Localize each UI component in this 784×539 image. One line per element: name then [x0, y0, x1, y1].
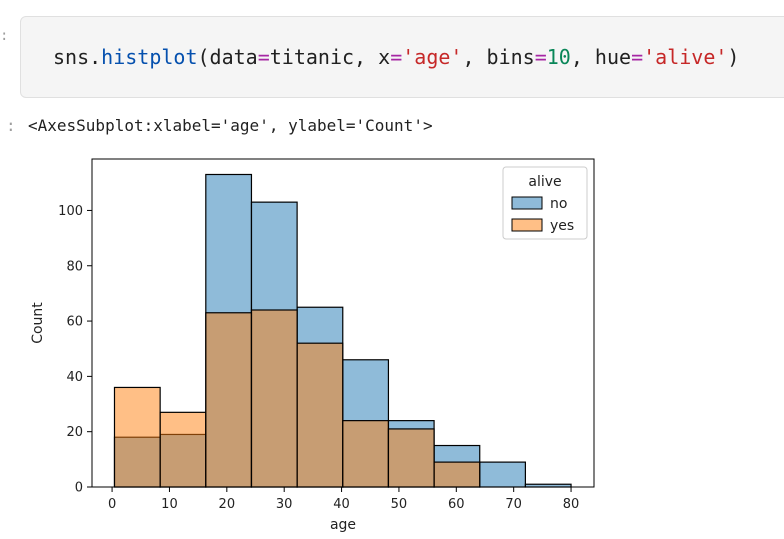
- output-prompt: :: [6, 116, 16, 135]
- code-token: , hue: [570, 45, 632, 69]
- no-bar: [479, 461, 526, 488]
- axes-frame: [91, 158, 595, 488]
- x-tick-label: 80: [563, 497, 580, 512]
- legend-entry-yes: yes: [550, 218, 574, 234]
- yes-bar: [159, 411, 207, 488]
- code-token-string: 'age': [402, 45, 463, 69]
- code-token: , bins: [462, 45, 535, 69]
- input-prompt: :: [0, 28, 9, 44]
- yes-bar: [387, 428, 435, 488]
- y-tick-label: 40: [66, 370, 83, 385]
- yes-bar: [433, 461, 481, 488]
- x-tick-label: 20: [219, 497, 236, 512]
- code-token: sns.: [53, 45, 102, 69]
- yes-bar: [205, 312, 253, 488]
- y-tick-label: 60: [66, 315, 83, 330]
- x-tick-label: 70: [505, 497, 522, 512]
- yes-bar: [250, 309, 298, 488]
- legend-swatch-yes: [511, 218, 543, 232]
- y-tick-label: 20: [66, 425, 83, 440]
- x-tick-label: 30: [276, 497, 293, 512]
- yes-bar: [296, 342, 344, 488]
- x-tick-label: 50: [391, 497, 408, 512]
- code-token: ): [727, 45, 740, 69]
- yes-bar: [113, 386, 161, 488]
- x-axis-label: age: [330, 517, 356, 533]
- code-token-operator: =: [257, 45, 270, 69]
- yes-series: [113, 309, 481, 488]
- code-token-string: 'alive': [643, 45, 728, 69]
- code-token-number: 10: [546, 45, 571, 69]
- legend-title: alive: [528, 174, 561, 190]
- code-token-operator: =: [534, 45, 547, 69]
- code-token-operator: =: [631, 45, 644, 69]
- y-tick-label: 80: [66, 259, 83, 274]
- y-tick-label: 0: [75, 481, 83, 496]
- code-token: (data: [197, 45, 258, 69]
- yes-bar: [342, 420, 390, 488]
- x-tick-label: 10: [161, 497, 178, 512]
- code-input[interactable]: sns.histplot(data=titanic, x='age', bins…: [53, 45, 739, 69]
- output-text: <AxesSubplot:xlabel='age', ylabel='Count…: [28, 116, 433, 135]
- code-token-function: histplot: [101, 45, 198, 69]
- code-token: titanic, x: [269, 45, 391, 69]
- legend-swatch-no: [511, 196, 543, 210]
- x-tick-label: 40: [333, 497, 350, 512]
- x-tick-label: 60: [448, 497, 465, 512]
- legend-entry-no: no: [550, 196, 567, 212]
- code-cell[interactable]: sns.histplot(data=titanic, x='age', bins…: [20, 16, 784, 98]
- y-axis-label: Count: [30, 302, 46, 344]
- code-token-operator: =: [390, 45, 403, 69]
- x-tick-label: 0: [108, 497, 116, 512]
- y-tick-label: 100: [58, 204, 83, 219]
